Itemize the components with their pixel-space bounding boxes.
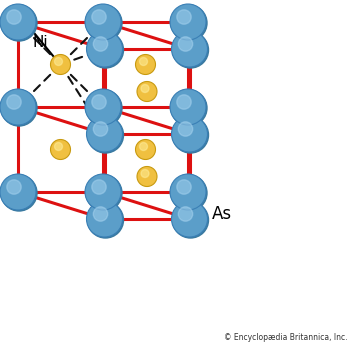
Circle shape <box>88 202 124 238</box>
Circle shape <box>88 32 124 68</box>
Circle shape <box>173 117 209 153</box>
Circle shape <box>141 169 149 177</box>
Text: © Encyclopædia Britannica, Inc.: © Encyclopædia Britannica, Inc. <box>224 333 348 342</box>
Circle shape <box>50 55 70 75</box>
Circle shape <box>86 201 122 237</box>
Circle shape <box>1 90 37 126</box>
Circle shape <box>93 122 108 136</box>
Circle shape <box>170 4 206 40</box>
Circle shape <box>140 57 147 65</box>
Circle shape <box>88 117 124 153</box>
Circle shape <box>171 5 207 41</box>
Circle shape <box>173 202 209 238</box>
Circle shape <box>177 95 191 109</box>
Circle shape <box>177 180 191 194</box>
Circle shape <box>172 31 208 67</box>
Circle shape <box>141 84 149 92</box>
Circle shape <box>171 90 207 126</box>
Circle shape <box>135 140 155 160</box>
Circle shape <box>7 95 21 109</box>
Circle shape <box>86 31 122 67</box>
Circle shape <box>85 89 121 125</box>
Circle shape <box>137 82 157 102</box>
Circle shape <box>86 116 122 152</box>
Circle shape <box>140 142 147 150</box>
Circle shape <box>171 175 207 211</box>
Circle shape <box>178 37 193 51</box>
Circle shape <box>93 37 108 51</box>
Circle shape <box>170 174 206 210</box>
Circle shape <box>172 201 208 237</box>
Circle shape <box>0 4 36 40</box>
Circle shape <box>55 142 63 150</box>
Circle shape <box>0 89 36 125</box>
Circle shape <box>177 10 191 24</box>
Circle shape <box>85 4 121 40</box>
Circle shape <box>1 175 37 211</box>
Circle shape <box>0 174 36 210</box>
Circle shape <box>92 95 106 109</box>
Circle shape <box>137 167 157 187</box>
Circle shape <box>172 116 208 152</box>
Circle shape <box>1 5 37 41</box>
Circle shape <box>85 174 121 210</box>
Text: Ni: Ni <box>33 35 48 50</box>
Circle shape <box>7 180 21 194</box>
Circle shape <box>135 55 155 75</box>
Circle shape <box>55 57 63 65</box>
Circle shape <box>170 89 206 125</box>
Circle shape <box>92 10 106 24</box>
Circle shape <box>86 5 122 41</box>
Circle shape <box>7 10 21 24</box>
Text: As: As <box>211 205 232 223</box>
Circle shape <box>93 207 108 221</box>
Circle shape <box>86 175 122 211</box>
Circle shape <box>178 207 193 221</box>
Circle shape <box>178 122 193 136</box>
Circle shape <box>86 90 122 126</box>
Circle shape <box>50 140 70 160</box>
Circle shape <box>92 180 106 194</box>
Circle shape <box>173 32 209 68</box>
